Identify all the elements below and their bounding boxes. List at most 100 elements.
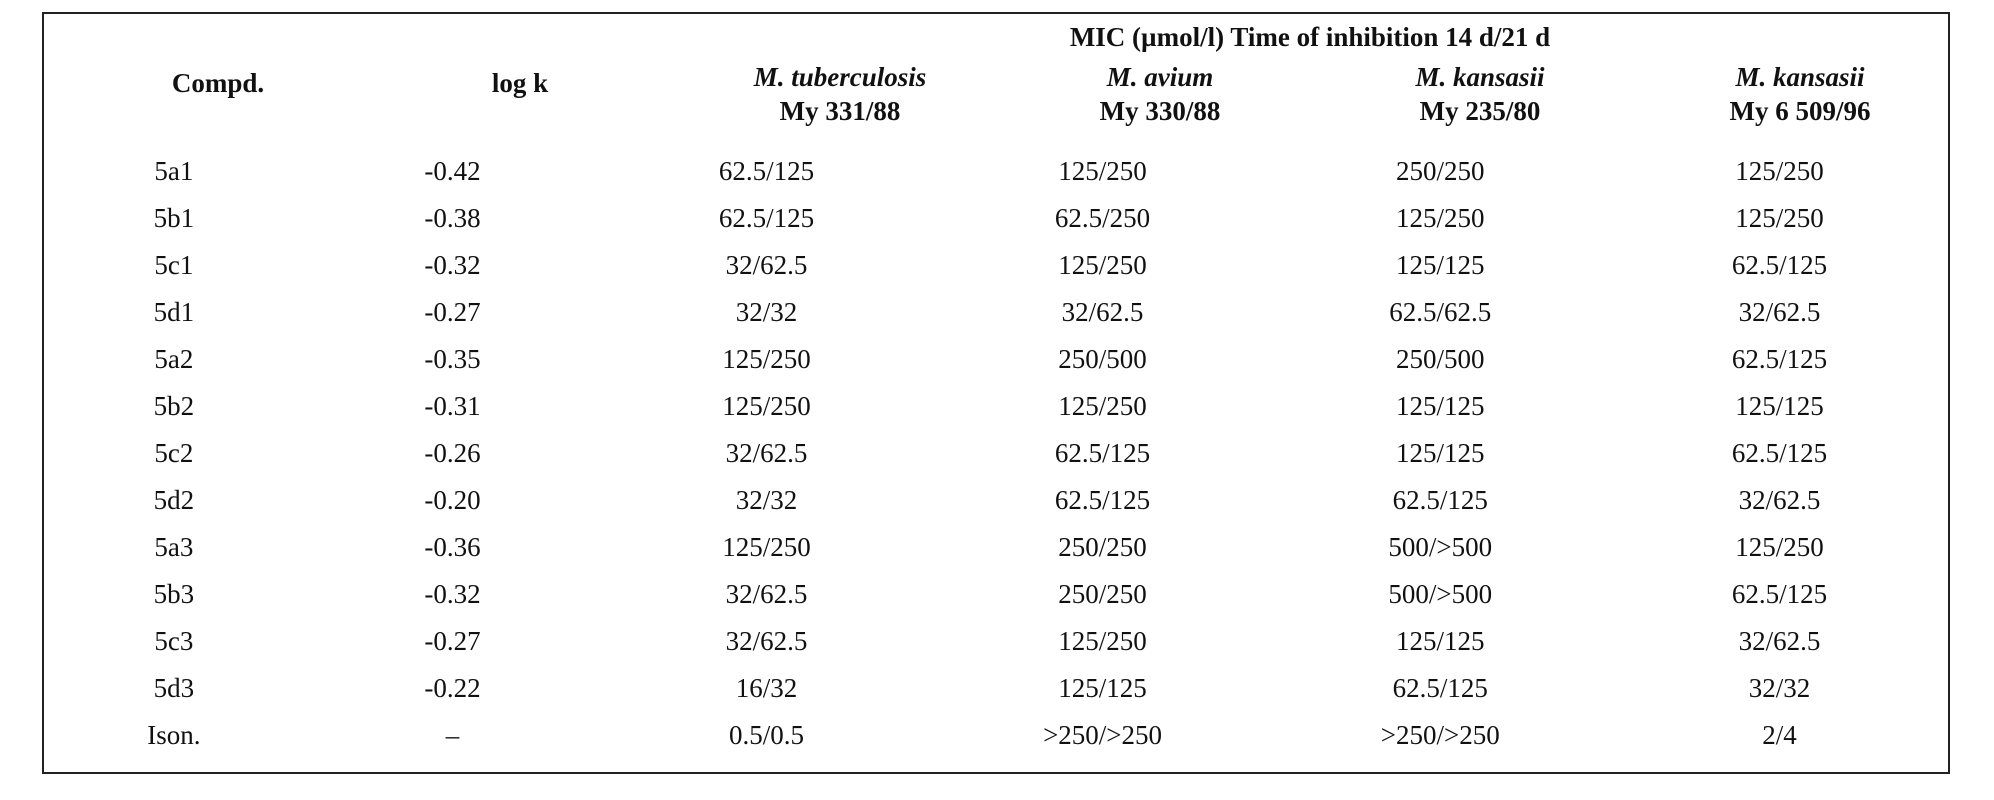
compd-cell: 5b1	[153, 203, 195, 233]
m-kansasii-235-cell: 62.5/125	[1392, 485, 1488, 515]
compd-cell: Ison.	[147, 720, 201, 750]
m-avium-cell: 32/62.5	[1061, 297, 1144, 327]
m-kansasii-235-cell: 250/500	[1395, 344, 1485, 374]
table-row: 5a2 -0.35 125/250 250/500 250/500 62.5/125	[42, 336, 1950, 383]
m-tuberculosis-cell: 125/250	[722, 344, 811, 374]
header-species: M. tuberculosis	[753, 62, 927, 92]
m-tuberculosis-cell: 62.5/125	[718, 203, 815, 233]
m-kansasii-235-cell: >250/>250	[1380, 720, 1500, 750]
table-row: 5b1 -0.38 62.5/125 62.5/250 125/250 125/250	[42, 195, 1950, 242]
compd-cell: 5a3	[154, 532, 194, 562]
m-tuberculosis-cell: 32/32	[735, 297, 798, 327]
m-avium-cell: 125/125	[1058, 673, 1147, 703]
logk-cell: -0.20	[424, 485, 481, 515]
header-m-tuberculosis: M. tuberculosis My 331/88	[700, 60, 980, 128]
m-avium-cell: 125/250	[1058, 156, 1147, 186]
compd-cell: 5d3	[153, 673, 195, 703]
header-strain: My 235/80	[1419, 96, 1541, 126]
m-kansasii-235-cell: 125/125	[1395, 438, 1485, 468]
header-species: M. kansasii	[1735, 62, 1865, 92]
logk-cell: –	[445, 720, 460, 750]
m-kansasii-6509-cell: 62.5/125	[1731, 579, 1828, 609]
table-row: 5a3 -0.36 125/250 250/250 500/>500 125/250	[42, 524, 1950, 571]
m-kansasii-235-cell: 500/>500	[1388, 532, 1493, 562]
m-kansasii-235-cell: 62.5/125	[1392, 673, 1488, 703]
compd-cell: 5c1	[154, 250, 194, 280]
header-compd: Compd.	[171, 68, 265, 98]
m-kansasii-235-cell: 62.5/62.5	[1389, 297, 1492, 327]
m-tuberculosis-cell: 125/250	[722, 532, 811, 562]
m-tuberculosis-cell: 32/62.5	[725, 626, 808, 656]
m-avium-cell: 62.5/125	[1054, 485, 1151, 515]
m-kansasii-235-cell: 125/125	[1395, 626, 1485, 656]
logk-cell: -0.35	[424, 344, 481, 374]
m-kansasii-6509-cell: 125/250	[1735, 203, 1824, 233]
logk-cell: -0.22	[424, 673, 481, 703]
compd-cell: 5b2	[153, 391, 195, 421]
compd-cell: 5a2	[154, 344, 194, 374]
table-row: 5d3 -0.22 16/32 125/125 62.5/125 32/32	[42, 665, 1950, 712]
m-kansasii-235-cell: 125/250	[1395, 203, 1485, 233]
logk-cell: -0.32	[424, 579, 481, 609]
m-kansasii-6509-cell: 125/125	[1735, 391, 1824, 421]
logk-cell: -0.27	[424, 626, 481, 656]
compd-cell: 5a1	[154, 156, 194, 186]
m-kansasii-6509-cell: 32/62.5	[1738, 485, 1821, 515]
m-tuberculosis-cell: 62.5/125	[718, 156, 815, 186]
m-kansasii-6509-cell: 62.5/125	[1731, 438, 1828, 468]
compd-cell: 5b3	[153, 579, 195, 609]
logk-cell: -0.26	[424, 438, 481, 468]
table-row: 5d1 -0.27 32/32 32/62.5 62.5/62.5 32/62.5	[42, 289, 1950, 336]
logk-cell: -0.38	[424, 203, 481, 233]
m-avium-cell: 250/250	[1058, 579, 1147, 609]
table-row: 5b3 -0.32 32/62.5 250/250 500/>500 62.5/125	[42, 571, 1950, 618]
table-frame	[42, 12, 1950, 774]
m-kansasii-235-cell: 125/125	[1395, 250, 1485, 280]
m-avium-cell: >250/>250	[1043, 720, 1163, 750]
m-avium-cell: 62.5/125	[1054, 438, 1151, 468]
m-kansasii-235-cell: 125/125	[1395, 391, 1485, 421]
header-logk: log k	[491, 68, 549, 98]
m-tuberculosis-cell: 32/32	[735, 485, 798, 515]
header-m-kansasii-6509: M. kansasii My 6 509/96	[1670, 60, 1930, 128]
m-tuberculosis-cell: 32/62.5	[725, 438, 808, 468]
m-kansasii-6509-cell: 125/250	[1735, 156, 1824, 186]
header-strain: My 331/88	[779, 96, 901, 126]
m-tuberculosis-cell: 32/62.5	[725, 579, 808, 609]
logk-cell: -0.42	[424, 156, 481, 186]
m-kansasii-235-cell: 250/250	[1395, 156, 1485, 186]
m-kansasii-6509-cell: 62.5/125	[1731, 344, 1828, 374]
m-tuberculosis-cell: 16/32	[735, 673, 798, 703]
table-row: 5b2 -0.31 125/250 125/250 125/125 125/125	[42, 383, 1950, 430]
table-row: 5c1 -0.32 32/62.5 125/250 125/125 62.5/125	[42, 242, 1950, 289]
table-row: 5d2 -0.20 32/32 62.5/125 62.5/125 32/62.5	[42, 477, 1950, 524]
m-kansasii-235-cell: 500/>500	[1388, 579, 1493, 609]
compd-cell: 5d1	[153, 297, 195, 327]
m-avium-cell: 125/250	[1058, 250, 1147, 280]
logk-cell: -0.27	[424, 297, 481, 327]
header-strain: My 330/88	[1099, 96, 1221, 126]
compd-cell: 5c2	[154, 438, 194, 468]
table-body: 5a1 -0.42 62.5/125 125/250 250/250 125/250 5b1…	[42, 148, 1950, 759]
m-avium-cell: 125/250	[1058, 626, 1147, 656]
header-m-avium: M. avium My 330/88	[1030, 60, 1290, 128]
m-avium-cell: 250/250	[1058, 532, 1147, 562]
mic-group-header: MIC (µmol/l) Time of inhibition 14 d/21 …	[1069, 22, 1551, 52]
m-tuberculosis-cell: 0.5/0.5	[728, 720, 804, 750]
m-kansasii-6509-cell: 32/32	[1748, 673, 1811, 703]
m-kansasii-6509-cell: 32/62.5	[1738, 626, 1821, 656]
m-avium-cell: 62.5/250	[1054, 203, 1151, 233]
logk-cell: -0.31	[424, 391, 481, 421]
mic-data-table: 5a1 -0.42 62.5/125 125/250 250/250 125/250 5b1…	[42, 148, 1950, 759]
m-tuberculosis-cell: 32/62.5	[725, 250, 808, 280]
m-kansasii-6509-cell: 62.5/125	[1731, 250, 1828, 280]
m-tuberculosis-cell: 125/250	[722, 391, 811, 421]
logk-cell: -0.36	[424, 532, 481, 562]
table-row: 5c2 -0.26 32/62.5 62.5/125 125/125 62.5/125	[42, 430, 1950, 477]
compd-cell: 5c3	[154, 626, 194, 656]
table-row: 5c3 -0.27 32/62.5 125/250 125/125 32/62.5	[42, 618, 1950, 665]
compd-cell: 5d2	[153, 485, 195, 515]
table-row: Ison. – 0.5/0.5 >250/>250 >250/>250 2/4	[42, 712, 1950, 759]
m-kansasii-6509-cell: 32/62.5	[1738, 297, 1821, 327]
header-species: M. kansasii	[1415, 62, 1545, 92]
